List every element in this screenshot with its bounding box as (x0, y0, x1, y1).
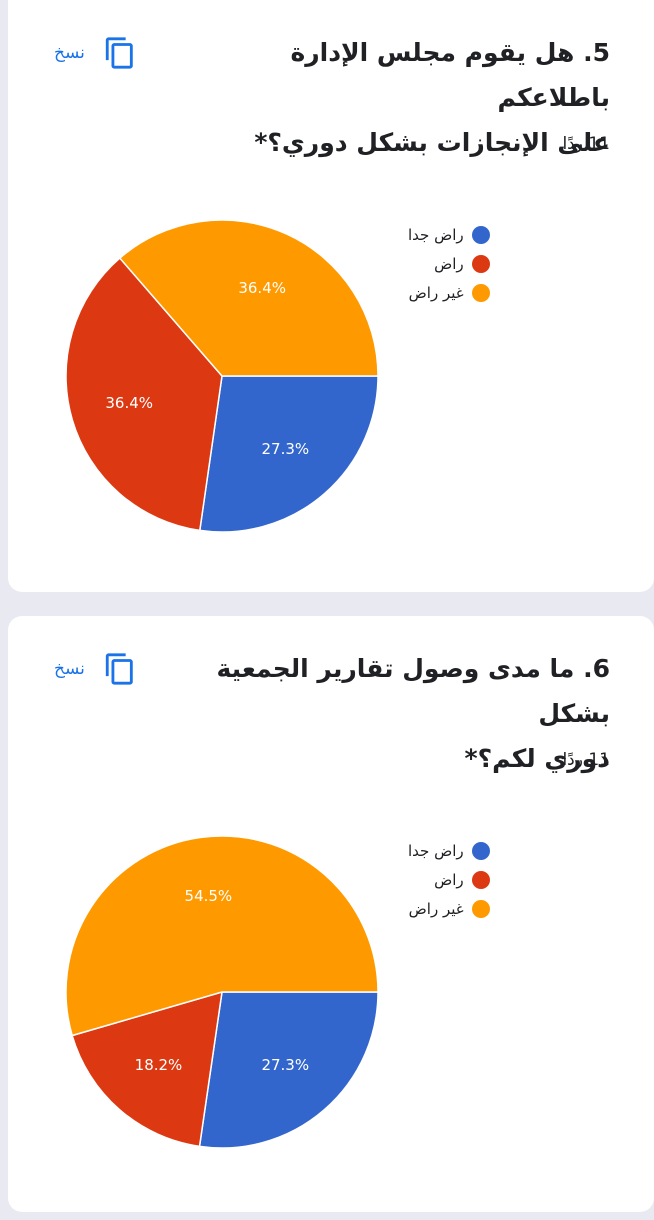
chart-legend: راض جدا راض غير راض (408, 836, 490, 923)
legend-swatch (471, 254, 490, 273)
legend-swatch (471, 283, 490, 302)
question-title: 5. هل يقوم مجلس الإدارة باطلاعكم على الإ… (190, 30, 610, 165)
legend-item-not-satisfied: غير راض (408, 894, 490, 923)
legend-swatch (471, 870, 490, 889)
copy-label: نسخ (54, 43, 85, 63)
legend-swatch (471, 225, 490, 244)
legend-swatch (471, 899, 490, 918)
legend-swatch (471, 841, 490, 860)
question-title-line1: 6. ما مدى وصول تقارير الجمعية بشكل (216, 654, 611, 728)
slice-percent-label: 27.3% (261, 1056, 309, 1074)
legend-label: غير راض (408, 899, 464, 918)
slice-very-satisfied[interactable] (198, 991, 379, 1149)
copy-button[interactable]: نسخ (54, 652, 137, 686)
slice-satisfied[interactable] (71, 990, 223, 1148)
legend-label: راض جدا (408, 841, 464, 860)
legend-item-very-satisfied: راض جدا (408, 836, 490, 865)
legend-label: راض (434, 870, 464, 889)
slice-percent-label: 54.5% (185, 887, 233, 905)
question-title-line2: دوري لكم؟* (464, 744, 610, 773)
response-count: 11 ردًا (562, 750, 610, 770)
legend-label: راض جدا (408, 225, 464, 244)
slice-not-satisfied[interactable] (118, 219, 379, 377)
chart-legend: راض جدا راض غير راض (408, 220, 490, 307)
legend-item-very-satisfied: راض جدا (408, 220, 490, 249)
copy-icon (105, 653, 133, 685)
slice-satisfied[interactable] (65, 257, 223, 532)
slice-percent-label: 36.4% (238, 279, 286, 297)
slice-not-satisfied[interactable] (65, 835, 379, 1037)
question-title: 6. ما مدى وصول تقارير الجمعية بشكل دوري … (190, 646, 611, 781)
slice-very-satisfied[interactable] (198, 375, 379, 533)
copy-icon (105, 37, 133, 69)
slice-percent-label: 18.2% (135, 1056, 183, 1074)
question-card-6: 6. ما مدى وصول تقارير الجمعية بشكل دوري … (8, 616, 654, 1212)
copy-button[interactable]: نسخ (54, 36, 137, 70)
question-card-5: 5. هل يقوم مجلس الإدارة باطلاعكم على الإ… (8, 0, 654, 592)
response-count: 11 ردًا (562, 134, 610, 154)
legend-item-satisfied: راض (408, 249, 490, 278)
slice-percent-label: 36.4% (105, 394, 153, 412)
copy-label: نسخ (54, 659, 85, 679)
question-title-line1: 5. هل يقوم مجلس الإدارة باطلاعكم (290, 38, 610, 112)
pie-chart: 27.3% 18.2% 54.5% (65, 835, 379, 1149)
legend-item-not-satisfied: غير راض (408, 278, 490, 307)
legend-label: راض (434, 254, 464, 273)
legend-item-satisfied: راض (408, 865, 490, 894)
question-title-line2: على الإنجازات بشكل دوري؟* (254, 128, 610, 157)
slice-percent-label: 27.3% (262, 440, 310, 458)
legend-label: غير راض (408, 283, 464, 302)
pie-chart: 27.3% 36.4% 36.4% (65, 219, 379, 533)
